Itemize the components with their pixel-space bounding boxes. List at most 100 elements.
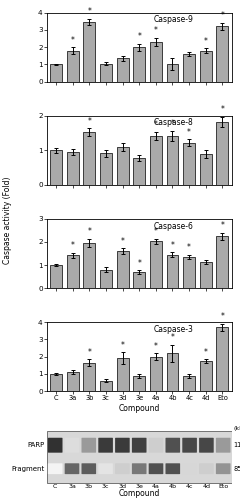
- Bar: [117, 147, 129, 185]
- Bar: [150, 42, 162, 82]
- Text: (kDa): (kDa): [234, 426, 240, 431]
- Bar: [100, 270, 112, 288]
- Text: *: *: [121, 341, 125, 350]
- Bar: [100, 153, 112, 185]
- Text: *: *: [121, 237, 125, 246]
- Bar: [117, 251, 129, 288]
- FancyBboxPatch shape: [115, 438, 130, 452]
- FancyBboxPatch shape: [199, 464, 214, 474]
- Text: Eto: Eto: [218, 484, 228, 489]
- Bar: [133, 158, 145, 185]
- Bar: [50, 150, 62, 185]
- Text: *: *: [204, 36, 208, 46]
- Text: *: *: [171, 119, 174, 128]
- Bar: [167, 254, 179, 288]
- Bar: [183, 54, 195, 82]
- Bar: [183, 257, 195, 288]
- Text: 3e: 3e: [135, 484, 143, 489]
- Text: *: *: [154, 342, 158, 350]
- Text: 116: 116: [234, 442, 240, 448]
- FancyBboxPatch shape: [65, 464, 79, 474]
- Bar: [216, 122, 228, 185]
- Bar: [167, 353, 179, 392]
- Text: *: *: [71, 36, 75, 44]
- FancyBboxPatch shape: [182, 438, 197, 452]
- Text: *: *: [171, 241, 174, 250]
- Text: *: *: [71, 241, 75, 250]
- Text: 4c: 4c: [186, 484, 193, 489]
- Text: *: *: [187, 243, 191, 252]
- Text: 3c: 3c: [102, 484, 109, 489]
- FancyBboxPatch shape: [216, 464, 230, 474]
- Text: *: *: [187, 128, 191, 137]
- Bar: [50, 64, 62, 82]
- FancyBboxPatch shape: [82, 464, 96, 474]
- Text: Caspase-9: Caspase-9: [154, 16, 194, 24]
- Bar: [117, 358, 129, 392]
- Text: *: *: [221, 222, 224, 230]
- Text: *: *: [221, 312, 224, 322]
- FancyBboxPatch shape: [199, 438, 214, 452]
- Text: *: *: [154, 26, 158, 35]
- FancyBboxPatch shape: [48, 464, 62, 474]
- Bar: [150, 136, 162, 185]
- FancyBboxPatch shape: [82, 438, 96, 452]
- FancyBboxPatch shape: [98, 438, 113, 452]
- Bar: [100, 64, 112, 82]
- FancyBboxPatch shape: [132, 464, 146, 474]
- Text: 4b: 4b: [169, 484, 177, 489]
- Bar: [216, 327, 228, 392]
- Bar: [200, 154, 212, 185]
- Bar: [67, 152, 78, 185]
- FancyBboxPatch shape: [98, 464, 113, 474]
- Bar: [133, 376, 145, 392]
- Bar: [50, 374, 62, 392]
- FancyBboxPatch shape: [48, 438, 62, 452]
- FancyBboxPatch shape: [166, 464, 180, 474]
- Bar: [200, 361, 212, 392]
- FancyBboxPatch shape: [132, 438, 146, 452]
- Bar: [216, 26, 228, 82]
- Bar: [117, 58, 129, 82]
- FancyBboxPatch shape: [166, 438, 180, 452]
- Bar: [50, 265, 62, 288]
- Text: *: *: [221, 106, 224, 114]
- Text: *: *: [137, 32, 141, 41]
- Text: 3a: 3a: [68, 484, 76, 489]
- Text: Fragment: Fragment: [12, 466, 45, 471]
- Bar: [150, 242, 162, 288]
- Bar: [47, 432, 232, 482]
- Bar: [83, 22, 95, 82]
- Bar: [183, 142, 195, 185]
- Text: Caspase activity (Fold): Caspase activity (Fold): [3, 176, 12, 264]
- Text: *: *: [87, 348, 91, 357]
- Text: 4a: 4a: [152, 484, 160, 489]
- Text: *: *: [171, 333, 174, 342]
- FancyBboxPatch shape: [65, 438, 79, 452]
- Text: 85: 85: [234, 466, 240, 471]
- Bar: [67, 256, 78, 288]
- Bar: [150, 356, 162, 392]
- Text: Caspase-6: Caspase-6: [154, 222, 194, 230]
- Bar: [83, 243, 95, 288]
- Bar: [167, 136, 179, 185]
- Bar: [216, 236, 228, 288]
- Text: *: *: [221, 12, 224, 20]
- Bar: [200, 50, 212, 82]
- Bar: [83, 132, 95, 185]
- Bar: [67, 50, 78, 82]
- Bar: [67, 372, 78, 392]
- FancyBboxPatch shape: [149, 438, 163, 452]
- Bar: [100, 381, 112, 392]
- Text: Compound: Compound: [119, 488, 160, 498]
- Text: Caspase-3: Caspase-3: [154, 325, 194, 334]
- Text: Caspase-8: Caspase-8: [154, 118, 194, 128]
- Bar: [83, 362, 95, 392]
- X-axis label: Compound: Compound: [119, 404, 160, 413]
- FancyBboxPatch shape: [115, 464, 130, 474]
- FancyBboxPatch shape: [182, 464, 197, 474]
- Text: *: *: [154, 120, 158, 129]
- Text: *: *: [154, 228, 158, 236]
- Bar: [133, 47, 145, 82]
- Text: *: *: [204, 348, 208, 357]
